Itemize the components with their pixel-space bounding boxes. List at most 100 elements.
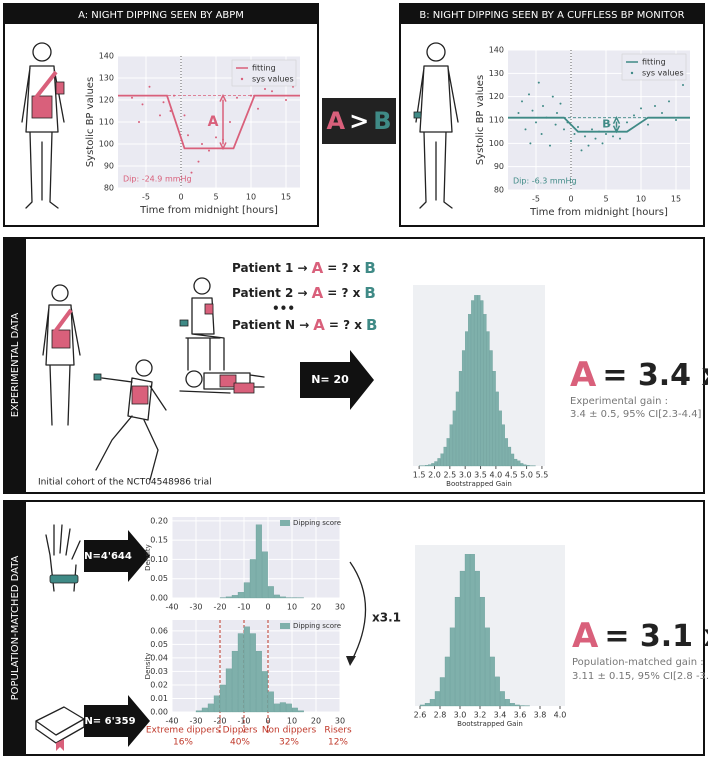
legend-swatch	[630, 71, 634, 75]
bar	[261, 551, 268, 599]
bar	[523, 464, 527, 467]
bar	[243, 626, 250, 713]
data-point	[577, 126, 579, 128]
ellipsis: •••	[272, 302, 295, 316]
data-point	[162, 101, 165, 104]
y-tick-label: 0.10	[150, 555, 168, 564]
patient-a: A	[312, 284, 324, 302]
bar	[213, 695, 220, 713]
y-tick-label: 140	[489, 46, 504, 55]
person-standing	[42, 284, 81, 426]
group-share: 12%	[328, 738, 348, 748]
data-point	[215, 136, 217, 139]
equation: A= 3.4 xB	[570, 355, 708, 395]
equation-mid: = 3.4 x	[602, 358, 708, 393]
legend-label: sys values	[642, 69, 684, 78]
x-axis-label: Time from midnight [hours]	[529, 207, 668, 218]
bar	[469, 554, 475, 707]
arrow	[84, 695, 150, 747]
data-point	[521, 100, 523, 103]
y-tick-label: 80	[104, 184, 114, 193]
bar	[511, 453, 515, 467]
data-point	[584, 135, 586, 138]
bar	[480, 300, 484, 467]
patient-label: Patient 1 →	[232, 261, 308, 275]
y-tick-label: 80	[494, 186, 504, 195]
person-lying	[179, 370, 265, 394]
data-point	[559, 102, 562, 105]
dip-arrowhead	[612, 115, 621, 134]
patient-row: Patient N → A = ? x B	[232, 316, 377, 334]
x-tick-label: -5	[142, 193, 150, 202]
group-name: Dippers	[223, 726, 258, 736]
data-point	[573, 133, 576, 135]
bar	[444, 656, 450, 707]
group-share: 32%	[279, 738, 299, 748]
legend-label: Dipping score	[293, 519, 341, 527]
bar	[526, 465, 530, 467]
x-tick-label: 20	[311, 603, 321, 612]
bar	[449, 424, 453, 467]
bar	[514, 704, 520, 707]
panel-b-title: B: NIGHT DIPPING SEEN BY A CUFFLESS BP M…	[419, 10, 684, 21]
y-tick-label: 0.02	[150, 680, 168, 689]
bar	[424, 703, 430, 707]
x-tick-label: -10	[237, 603, 250, 612]
x-tick-label: 2.8	[434, 711, 447, 720]
bar	[431, 463, 435, 467]
data-point	[264, 88, 266, 90]
data-point	[587, 144, 590, 147]
n-bottom: N= 6'359	[84, 716, 135, 727]
gain-title: Population-matched gain :	[572, 657, 704, 668]
x-tick-label: 5.5	[536, 471, 549, 480]
bar	[261, 671, 268, 713]
x-tick-label: 4.5	[505, 471, 518, 480]
bar	[279, 702, 286, 713]
panel-a-header	[4, 4, 318, 24]
fit-line	[118, 94, 300, 150]
x-tick-label: 2.6	[414, 711, 427, 720]
bar	[449, 627, 455, 707]
x-axis-label: Bootstrapped Gain	[446, 480, 512, 488]
y-tick-label: 0.06	[150, 626, 168, 635]
bar	[468, 314, 472, 467]
legend-box	[621, 53, 687, 81]
y-tick-label: 90	[494, 162, 504, 171]
bar	[446, 438, 450, 467]
person-abpm	[21, 42, 65, 209]
comparison-box	[322, 98, 396, 144]
data-point	[640, 107, 642, 110]
x-tick-label: 2.0	[428, 471, 441, 480]
patient-mid: = ? x	[327, 261, 360, 275]
data-point	[608, 123, 611, 126]
bar	[471, 300, 475, 467]
data-point	[566, 121, 569, 124]
y-tick-label: 0.00	[150, 708, 168, 717]
bar	[474, 570, 480, 707]
group-share: 16%	[173, 738, 193, 748]
fit-line	[508, 116, 690, 133]
x-tick-label: 0	[568, 195, 573, 204]
bar	[273, 703, 280, 713]
data-point	[591, 128, 593, 131]
gain-value: 3.11 ± 0.15, 95% CI[2.8 -3.4]	[572, 671, 708, 682]
legend-label: fitting	[252, 64, 276, 73]
bar	[231, 650, 238, 713]
y-tick-label: 140	[99, 52, 114, 61]
patient-label: Patient N →	[232, 318, 309, 332]
bar	[461, 350, 466, 467]
bar	[479, 596, 485, 707]
data-point	[517, 112, 520, 114]
comparison-b: B	[373, 107, 391, 135]
bar	[419, 704, 425, 707]
data-point	[183, 114, 186, 117]
bar	[495, 391, 499, 467]
factor: x3.1	[372, 611, 401, 625]
x-tick-label: -30	[189, 603, 202, 612]
y-tick-label: 0.05	[150, 574, 168, 583]
bar	[498, 410, 502, 467]
bar	[201, 707, 208, 713]
data-point	[159, 114, 161, 117]
gain-title: Experimental gain :	[570, 396, 668, 407]
